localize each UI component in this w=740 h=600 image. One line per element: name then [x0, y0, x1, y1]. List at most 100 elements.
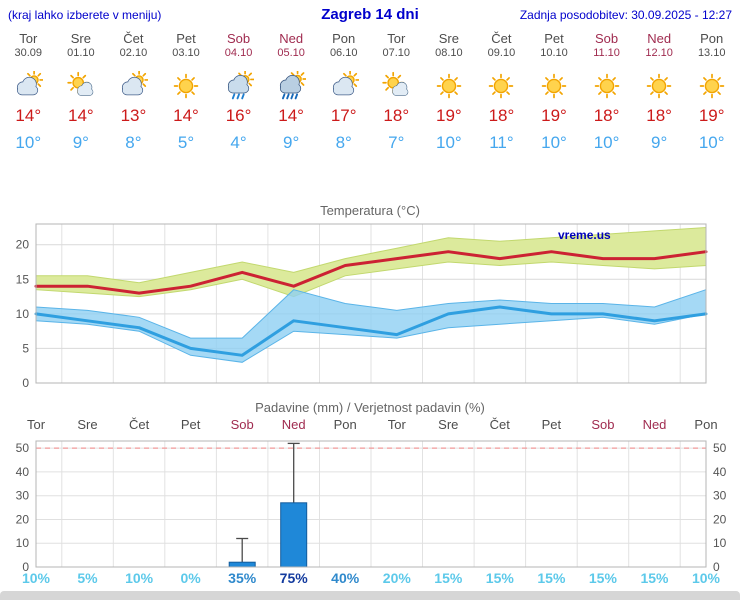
svg-text:10: 10: [713, 536, 727, 550]
precip-day-label: Čet: [129, 417, 150, 432]
precip-day-label: Sob: [231, 417, 254, 432]
day-low-temp: 10°: [15, 133, 42, 152]
day-high-temp: 18°: [488, 106, 515, 125]
day-low-temp: 4°: [230, 133, 247, 152]
day-date: 08.10: [435, 47, 463, 59]
precip-day-label: Sob: [591, 417, 614, 432]
day-name: Tor: [387, 31, 406, 46]
sun-cloud-icon: [66, 71, 96, 101]
day-date: 05.10: [277, 47, 305, 59]
day-date: 12.10: [645, 47, 673, 59]
day-name: Pet: [176, 31, 196, 46]
day-column-08.10[interactable]: Sre 08.10 19° 10°: [423, 31, 476, 153]
day-column-05.10[interactable]: Ned 05.10 14° 9°: [265, 31, 318, 153]
precip-probability: 10%: [125, 570, 154, 586]
day-low-temp: 10°: [593, 133, 620, 152]
day-column-13.10[interactable]: Pon 13.10 19° 10°: [685, 31, 738, 153]
day-date: 13.10: [697, 47, 726, 59]
sun-icon: [171, 71, 201, 101]
precip-probability: 35%: [228, 570, 257, 586]
max-temperature-line: [34, 250, 708, 295]
day-high-temp: 18°: [593, 106, 620, 125]
day-date: 06.10: [329, 47, 358, 59]
precip-probability: 15%: [434, 570, 463, 586]
temperature-chart-svg: 0 5 10 15 20 vreme.us: [16, 223, 708, 390]
day-name: Ned: [647, 31, 672, 46]
precipitation-chart-svg: Tor Sre Čet Pet Sob Ned Pon Tor Sre Čet Pet Sob Ned P…: [16, 417, 727, 586]
precip-probability: 15%: [640, 570, 669, 586]
day-date: 09.10: [487, 47, 516, 59]
day-low-temp: 9°: [283, 133, 300, 152]
svg-text:20: 20: [16, 238, 30, 252]
day-column-01.10[interactable]: Sre 01.10 14° 9°: [55, 31, 108, 153]
sun-icon: [592, 71, 622, 101]
day-low-temp: 10°: [541, 133, 567, 152]
day-high-temp: 18°: [383, 106, 410, 125]
precip-probability: 15%: [589, 570, 618, 586]
precip-bar: [228, 561, 256, 568]
day-column-02.10[interactable]: Čet 02.10 13° 8°: [107, 31, 160, 153]
precip-probability: 5%: [77, 570, 98, 586]
sun-icon: [539, 71, 569, 101]
day-column-06.10[interactable]: Pon 06.10 17° 8°: [317, 31, 370, 153]
precip-day-label: Ned: [643, 417, 667, 432]
day-column-10.10[interactable]: Pet 10.10 19° 10°: [528, 31, 581, 153]
svg-text:0: 0: [22, 376, 29, 390]
day-low-temp: 5°: [177, 133, 195, 152]
watermark: vreme.us: [558, 228, 611, 242]
day-column-11.10[interactable]: Sob 11.10 18° 10°: [580, 31, 633, 153]
day-column-12.10[interactable]: Ned 12.10 18° 9°: [633, 31, 686, 153]
precip-day-label: Sre: [438, 417, 458, 432]
precip-day-label: Tor: [27, 417, 46, 432]
day-name: Čet: [491, 31, 512, 46]
day-name: Sob: [594, 31, 619, 46]
precip-day-label: Ned: [282, 417, 306, 432]
temperature-chart-title: Temperatura (°C): [320, 203, 420, 218]
day-low-temp: 9°: [72, 133, 89, 152]
precip-day-label: Čet: [490, 417, 511, 432]
precipitation-chart-title: Padavine (mm) / Verjetnost padavin (%): [255, 400, 485, 415]
temperature-chart: 0 5 10 15 20 vreme.us: [0, 220, 740, 390]
svg-text:0: 0: [713, 560, 720, 574]
day-low-temp: 11°: [489, 133, 514, 152]
day-high-temp: 19°: [698, 106, 725, 125]
day-column-09.10[interactable]: Čet 09.10 18° 11°: [475, 31, 528, 153]
day-high-temp: 16°: [225, 106, 252, 125]
precip-day-label: Tor: [388, 417, 407, 432]
svg-text:5: 5: [22, 341, 29, 355]
day-date: 04.10: [224, 47, 253, 59]
sun-icon: [486, 71, 516, 101]
precip-probability: 15%: [537, 570, 566, 586]
precip-bar: [280, 502, 308, 568]
precip-day-label: Sre: [77, 417, 97, 432]
day-high-temp: 14°: [278, 106, 304, 125]
rain-heavy-sun-icon: [276, 71, 307, 101]
day-high-temp: 14°: [173, 106, 199, 125]
day-date: 02.10: [119, 47, 148, 59]
day-date: 07.10: [382, 47, 411, 59]
precip-probability: 0%: [180, 570, 201, 586]
forecast-days-strip: Tor 30.09 14° 10° Sre 01.10 14° 9° Čet 02.10 13° 8°…: [0, 25, 740, 153]
precip-day-label: Pet: [542, 417, 562, 432]
precip-probability: 10%: [22, 570, 51, 586]
day-name: Sob: [226, 31, 251, 46]
day-name: Ned: [279, 31, 304, 46]
precip-day-label: Pon: [334, 417, 357, 432]
day-name: Sre: [70, 31, 91, 46]
rain-sun-icon: [224, 71, 254, 101]
day-date: 01.10: [67, 47, 95, 59]
day-high-temp: 18°: [646, 106, 672, 125]
day-low-temp: 8°: [335, 133, 352, 152]
day-name: Sre: [438, 31, 459, 46]
day-column-30.09[interactable]: Tor 30.09 14° 10°: [2, 31, 55, 153]
day-high-temp: 19°: [541, 106, 567, 125]
day-column-07.10[interactable]: Tor 07.10 18° 7°: [370, 31, 423, 153]
precipitation-chart: Tor Sre Čet Pet Sob Ned Pon Tor Sre Čet Pet Sob Ned P…: [0, 415, 740, 587]
day-name: Čet: [123, 31, 144, 46]
day-high-temp: 13°: [120, 106, 147, 125]
day-low-temp: 8°: [125, 133, 142, 152]
day-column-03.10[interactable]: Pet 03.10 14° 5°: [160, 31, 213, 153]
svg-text:0: 0: [22, 560, 29, 574]
day-column-04.10[interactable]: Sob 04.10 16° 4°: [212, 31, 265, 153]
day-name: Pon: [700, 31, 724, 46]
